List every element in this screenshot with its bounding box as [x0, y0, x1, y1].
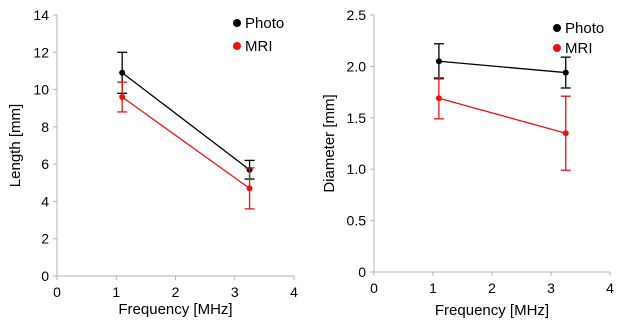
x-tick-label: 0 [370, 280, 378, 296]
x-tick-label: 3 [547, 280, 555, 296]
y-tick-label: 1.0 [347, 161, 367, 177]
x-tick-label: 1 [429, 280, 437, 296]
x-tick-label: 3 [231, 284, 239, 300]
y-tick-label: 2.5 [347, 7, 367, 23]
y-tick-label: 0 [358, 264, 366, 280]
y-tick-label: 12 [33, 44, 49, 60]
legend-label-photo: Photo [245, 15, 284, 32]
series-photo [117, 51, 255, 180]
x-tick-label: 2 [172, 284, 180, 300]
x-axis-title: Frequency [MHz] [435, 302, 549, 319]
series-mri [117, 81, 255, 210]
data-point [246, 185, 253, 192]
series-photo [433, 43, 571, 89]
data-point [435, 58, 442, 65]
x-tick-label: 1 [112, 284, 120, 300]
y-axis-title: Diameter [mm] [321, 94, 338, 192]
legend-label-mri: MRI [565, 40, 593, 57]
y-axis-title: Length [mm] [7, 104, 24, 187]
x-tick-label: 4 [606, 280, 614, 296]
series-line [438, 60, 566, 74]
y-tick-label: 2 [41, 231, 49, 247]
series-line [438, 97, 566, 134]
y-tick-label: 14 [33, 7, 49, 23]
x-tick-label: 0 [53, 284, 61, 300]
legend-label-mri: MRI [245, 38, 273, 55]
y-tick-label: 8 [41, 119, 49, 135]
legend-marker-mri [553, 44, 561, 52]
chart-2: 0 0.5 1.0 1.5 2.0 2.5 0 1 2 3 4 Frequency [MHz] Diam… [321, 7, 614, 319]
legend-marker-photo [553, 24, 561, 32]
y-tick-label: 0 [41, 268, 49, 284]
series-mri [433, 77, 571, 171]
y-tick-label: 1.5 [347, 110, 367, 126]
y-tick-label: 10 [33, 82, 49, 98]
y-tick-label: 4 [41, 193, 49, 209]
y-tick-label: 0.5 [347, 213, 367, 229]
data-point [119, 94, 126, 101]
series-line [121, 72, 250, 171]
legend-marker-photo [233, 19, 241, 27]
x-axis-title: Frequency [MHz] [118, 301, 232, 318]
data-point [119, 69, 126, 76]
legend-marker-mri [233, 42, 241, 50]
legend-label-photo: Photo [565, 20, 604, 37]
data-point [562, 69, 569, 76]
x-tick-label: 4 [290, 284, 298, 300]
data-point [435, 95, 442, 102]
data-point [562, 130, 569, 137]
series-line [121, 96, 250, 189]
y-tick-label: 6 [41, 156, 49, 172]
y-tick-label: 2.0 [347, 58, 367, 74]
x-tick-label: 2 [488, 280, 496, 296]
